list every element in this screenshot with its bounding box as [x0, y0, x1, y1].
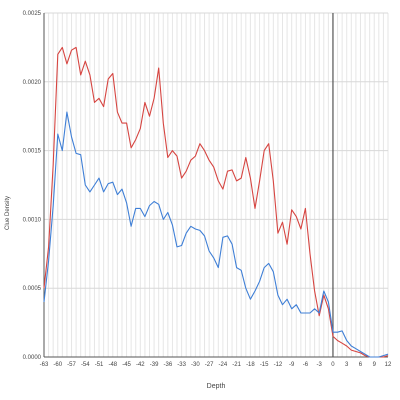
- x-tick-label: -45: [122, 362, 131, 368]
- x-tick-label: -39: [150, 362, 159, 368]
- x-axis-label: Depth: [207, 383, 226, 390]
- x-tick-label: -18: [246, 362, 255, 368]
- y-tick-label: 0.0010: [23, 217, 42, 223]
- x-tick-label: -15: [260, 362, 269, 368]
- x-tick-label: -27: [205, 362, 214, 368]
- x-tick-label: -21: [232, 362, 241, 368]
- x-tick-label: 3: [345, 362, 349, 368]
- x-tick-label: 0: [331, 362, 335, 368]
- x-tick-label: -3: [317, 362, 323, 368]
- y-tick-label: 0.0005: [23, 286, 42, 292]
- x-tick-label: -30: [191, 362, 200, 368]
- x-tick-label: -60: [53, 362, 62, 368]
- x-tick-label: -54: [81, 362, 90, 368]
- x-tick-label: 12: [385, 362, 392, 368]
- x-tick-label: -9: [289, 362, 295, 368]
- series-lines: [43, 46, 389, 358]
- tick-labels: -63 -60 -57 -54 -51 -48 -45 -42 -39 -36 -33 -30 -27-…: [23, 11, 392, 368]
- x-tick-label: -6: [303, 362, 309, 368]
- x-tick-label: -42: [136, 362, 145, 368]
- series-line-1: [43, 46, 389, 358]
- y-tick-label: 0.0015: [23, 149, 42, 155]
- x-tick-label: -36: [164, 362, 173, 368]
- y-tick-label: 0.0000: [23, 355, 42, 361]
- x-tick-label: -33: [177, 362, 186, 368]
- x-tick-label: -48: [108, 362, 117, 368]
- series-line-2: [43, 111, 389, 358]
- y-tick-label: 0.0025: [23, 11, 42, 17]
- x-tick-label: -57: [67, 362, 76, 368]
- x-tick-label: 9: [373, 362, 377, 368]
- x-tick-label: -12: [274, 362, 283, 368]
- y-tick-label: 0.0020: [23, 80, 42, 86]
- x-tick-label: 6: [359, 362, 363, 368]
- x-tick-label: -63: [40, 362, 49, 368]
- y-axis-label: Clue Density: [5, 196, 11, 230]
- x-tick-label: -51: [95, 362, 104, 368]
- x-tick-label: -24: [219, 362, 228, 368]
